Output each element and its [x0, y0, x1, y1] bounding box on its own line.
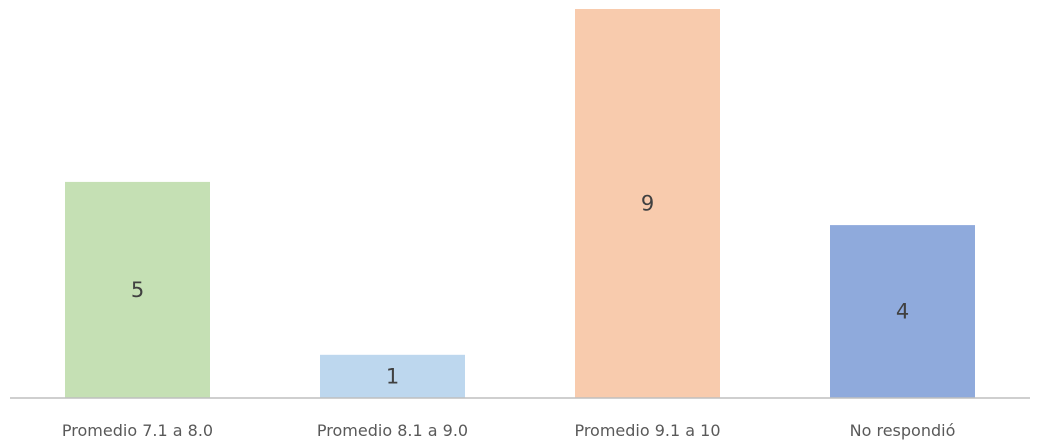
value-label-1: 5 — [131, 278, 144, 302]
bar-3 — [575, 9, 720, 398]
category-label-3: Promedio 9.1 a 10 — [574, 421, 720, 440]
bar-4 — [830, 225, 975, 398]
bar-1 — [65, 181, 210, 398]
bars-layer — [65, 9, 975, 398]
value-label-2: 1 — [386, 364, 399, 388]
value-label-3: 9 — [641, 192, 654, 216]
bar-2 — [320, 354, 465, 398]
value-label-4: 4 — [896, 300, 909, 324]
category-label-1: Promedio 7.1 a 8.0 — [62, 421, 213, 440]
value-labels-layer: 5 1 9 4 — [131, 192, 909, 389]
category-label-2: Promedio 8.1 a 9.0 — [317, 421, 468, 440]
category-label-4: No respondió — [850, 421, 956, 440]
category-labels-layer: Promedio 7.1 a 8.0 Promedio 8.1 a 9.0 Prom… — [62, 421, 955, 440]
